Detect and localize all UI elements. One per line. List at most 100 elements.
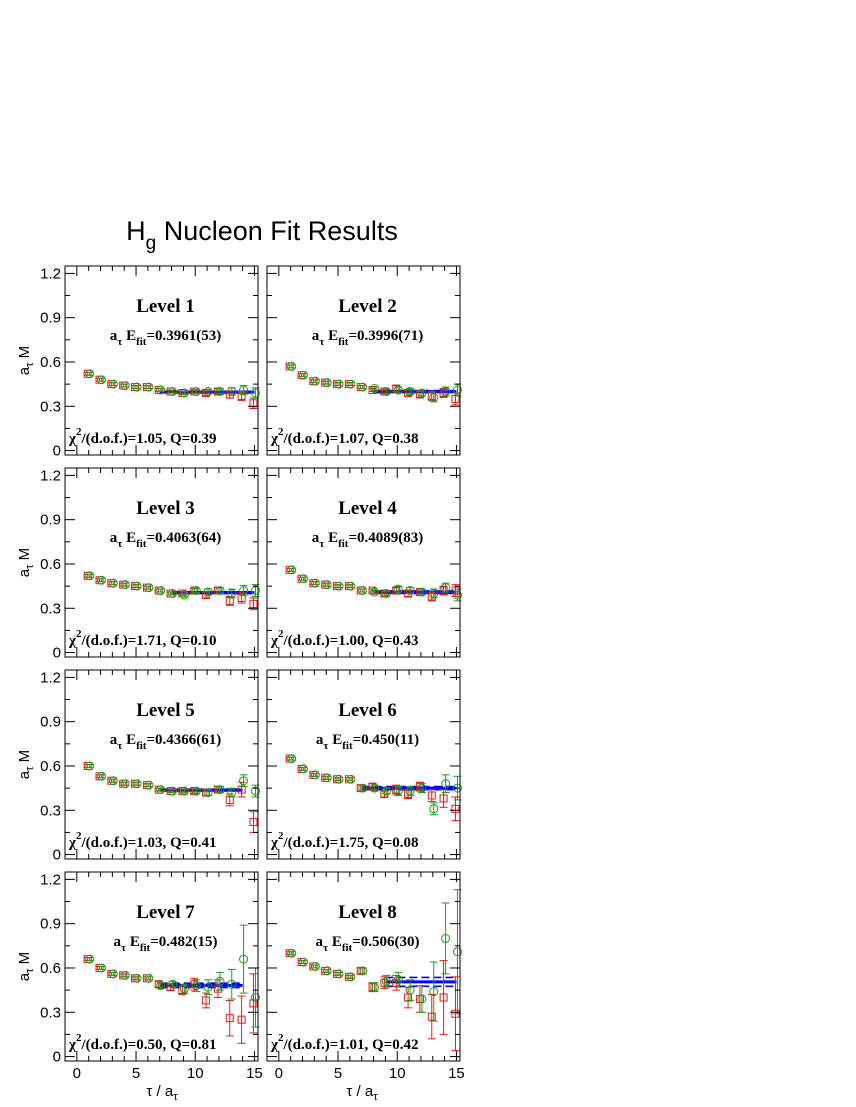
panel-level-4: Level 4 aτ Efit=0.4089(83) χ2/(d.o.f.)=1.0… (266, 467, 462, 658)
data-point-circle (215, 976, 225, 986)
data-point-square (427, 791, 436, 800)
chi-value: /(d.o.f.)=1.75, Q=0.08 (282, 835, 418, 851)
data-point-circle (322, 966, 332, 976)
data-point-circle (250, 786, 260, 796)
data-point-circle (156, 981, 166, 991)
chi-square-text: χ2/(d.o.f.)=1.05, Q=0.39 (68, 426, 216, 447)
panel-frame (266, 467, 461, 658)
chi-square-text: χ2/(d.o.f.)=1.01, Q=0.42 (270, 1032, 418, 1053)
y-tick-label: 0.3 (40, 802, 61, 819)
data-point-square (451, 586, 460, 595)
panel-label: Level 1 (136, 296, 195, 317)
data-point-circle (108, 379, 118, 389)
data-point-square (237, 391, 246, 400)
x-axis-label-left-main: τ / a (146, 1083, 173, 1100)
y-tick-label: 0 (53, 443, 61, 460)
data-point-square (392, 785, 401, 794)
fit-energy-tau: τ (323, 942, 328, 954)
panel-frame (266, 265, 461, 456)
data-point-circle (168, 786, 178, 796)
fit-energy-E: E (122, 328, 136, 344)
data-point-circle (334, 969, 344, 979)
fit-energy-sub: fit (140, 942, 151, 954)
data-point-circle (203, 387, 213, 397)
data-point-circle (97, 963, 107, 973)
y-axis-label: aτ M (16, 750, 36, 779)
panel-frame (64, 871, 259, 1062)
y-axis-label-rest: M (16, 548, 33, 565)
y-axis-label-main: a (16, 770, 33, 779)
data-point-circle (370, 384, 380, 394)
series-circle (85, 369, 260, 399)
fit-energy-value: =0.506(30) (352, 934, 419, 950)
panel-label: Level 4 (338, 498, 397, 519)
x-tick-label: 5 (132, 1065, 140, 1082)
fit-energy: aτ Efit=0.3996(71) (312, 328, 424, 348)
fit-energy: aτ Efit=0.3961(53) (110, 328, 222, 348)
chi-square-text: χ2/(d.o.f.)=1.00, Q=0.43 (270, 628, 418, 649)
fit-energy-value: =0.4089(83) (348, 530, 423, 546)
fit-energy-sub: fit (338, 538, 349, 550)
y-tick-label: 0.6 (40, 758, 61, 775)
data-point-circle (417, 388, 427, 398)
y-axis-label-sub: τ (24, 968, 36, 973)
series-circle (85, 571, 260, 600)
data-point-circle (168, 387, 178, 397)
y-tick-label: 0.3 (40, 1004, 61, 1021)
fit-energy: aτ Efit=0.4063(64) (110, 530, 222, 550)
chi-symbol: χ (68, 835, 77, 851)
data-point-circle (393, 786, 403, 796)
data-point-square (451, 394, 460, 403)
data-point-circle (120, 779, 130, 789)
chi-symbol: χ (68, 633, 77, 649)
data-point-square (392, 586, 401, 595)
y-axis-label-rest: M (16, 750, 33, 767)
y-axis-label-main: a (16, 568, 33, 577)
chi-symbol: χ (68, 1037, 77, 1053)
fit-energy: aτ Efit=0.482(15) (113, 934, 217, 954)
data-point-circle (346, 581, 356, 591)
fit-energy-value: =0.4366(61) (146, 732, 221, 748)
data-point-circle (287, 361, 297, 371)
panel-level-8: 0 5 10 15 Level 8 aτ Efit=0.506(30) χ2/(d.o.f.… (266, 871, 465, 1082)
panel-label: Level 6 (338, 700, 397, 721)
fit-energy-value: =0.3961(53) (146, 328, 221, 344)
data-point-square (404, 790, 413, 799)
series-circle (287, 889, 462, 1022)
data-point-circle (85, 761, 95, 771)
chi-exponent: 2 (278, 426, 284, 438)
data-point-circle (215, 785, 225, 795)
y-axis-label: aτ M (16, 952, 36, 981)
data-point-circle (381, 387, 391, 397)
data-point-square (178, 986, 187, 995)
data-point-circle (227, 788, 237, 798)
fit-energy: aτ Efit=0.450(11) (316, 732, 419, 752)
data-point-circle (441, 779, 451, 789)
data-point-circle (179, 984, 189, 994)
data-point-circle (203, 982, 213, 992)
data-point-circle (179, 590, 189, 600)
panel-frame (64, 265, 259, 456)
fit-energy-value: =0.482(15) (150, 934, 217, 950)
y-axis-label-sub: τ (24, 564, 36, 569)
chi-value: /(d.o.f.)=1.00, Q=0.43 (282, 633, 418, 649)
data-point-circle (346, 379, 356, 389)
y-tick-label: 1.2 (40, 871, 61, 888)
fit-energy-tau: τ (117, 336, 122, 348)
fit-energy-tau: τ (121, 942, 126, 954)
data-point-circle (299, 957, 309, 967)
data-point-circle (370, 783, 380, 793)
data-point-circle (108, 578, 118, 588)
fit-energy: aτ Efit=0.4089(83) (312, 530, 424, 550)
fit-energy-tau: τ (319, 336, 324, 348)
data-point-circle (156, 385, 166, 395)
data-point-circle (287, 948, 297, 958)
x-axis-label-left-sub: τ (173, 1091, 178, 1103)
data-point-circle (429, 589, 439, 599)
data-point-circle (120, 381, 130, 391)
data-point-circle (310, 962, 320, 971)
